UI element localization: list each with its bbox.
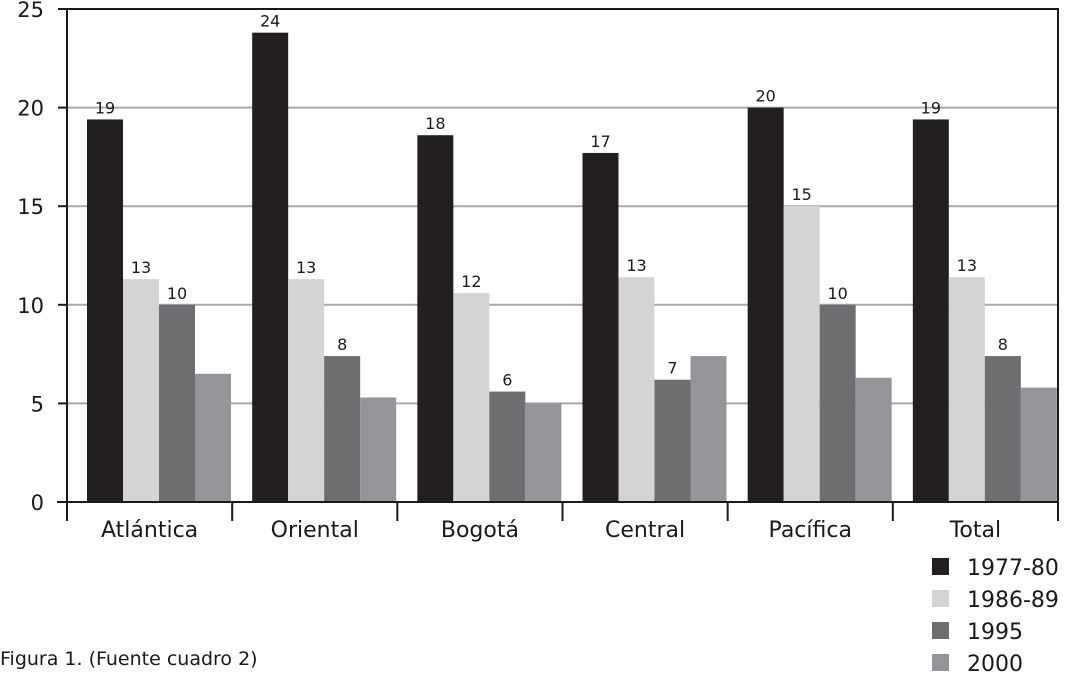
bar-1995-Pacífica: [819, 304, 856, 502]
bar-1977-80-Oriental: [252, 32, 289, 502]
data-label: 13: [957, 256, 977, 275]
data-label: 12: [461, 272, 481, 291]
legend-swatch: [932, 622, 949, 639]
x-category-label: Total: [949, 518, 1001, 543]
bar-1995-Central: [654, 379, 691, 502]
y-tick-label: 25: [17, 0, 44, 22]
data-label: 15: [791, 185, 811, 204]
legend-swatch: [932, 558, 949, 575]
data-label: 17: [590, 132, 610, 151]
x-category-label: Central: [605, 518, 685, 543]
data-label: 19: [921, 98, 941, 117]
data-labels: 19 13 10 24 13 8 18 12 6 17 13 7 20 15 10 19 13 8: [95, 12, 1008, 390]
y-tick-label: 0: [31, 491, 44, 515]
bar-2000-Bogotá: [525, 403, 562, 502]
data-label: 19: [95, 98, 115, 117]
bar-1995-Total: [984, 356, 1021, 502]
bar-1995-Bogotá: [489, 391, 526, 502]
bar-2000-Central: [690, 356, 727, 502]
bar-1986-89-Atlántica: [123, 279, 159, 502]
data-label: 13: [626, 256, 646, 275]
y-tick-label: 15: [17, 195, 44, 219]
legend-label: 2000: [967, 652, 1023, 677]
x-category-label: Pacífica: [769, 518, 852, 543]
bar-2000-Total: [1020, 387, 1057, 502]
figure-caption: Figura 1. (Fuente cuadro 2): [0, 648, 258, 670]
data-label: 20: [755, 87, 775, 106]
bar-1986-89-Oriental: [288, 279, 325, 502]
legend-label: 1995: [967, 620, 1023, 645]
bar-1977-80-Atlántica: [87, 119, 123, 502]
legend-label: 1986-89: [967, 588, 1059, 613]
data-label: 13: [131, 258, 151, 277]
data-label: 7: [667, 359, 677, 378]
x-category-label: Oriental: [271, 518, 359, 543]
legend-swatch: [932, 590, 949, 607]
bar-1986-89-Bogotá: [453, 292, 490, 502]
bar-1977-80-Total: [912, 119, 949, 502]
bar-1986-89-Pacífica: [783, 206, 820, 502]
legend-swatch: [932, 654, 949, 671]
y-tick-label: 10: [17, 294, 44, 318]
bar-1986-89-Central: [618, 277, 655, 502]
bar-1986-89-Total: [948, 277, 985, 502]
y-tick-label: 5: [31, 392, 44, 416]
bar-1995-Oriental: [324, 356, 361, 502]
bar-2000-Pacífica: [855, 377, 892, 502]
bar-2000-Oriental: [360, 397, 397, 502]
data-label: 8: [337, 335, 347, 354]
data-label: 13: [296, 258, 316, 277]
legend-label: 1977-80: [967, 556, 1059, 581]
data-label: 6: [502, 371, 512, 390]
x-category-label: Bogotá: [441, 518, 519, 543]
bar-1995-Atlántica: [159, 304, 195, 502]
data-label: 10: [167, 284, 187, 303]
bars: [87, 32, 1057, 502]
bar-1977-80-Pacífica: [747, 107, 784, 502]
bar-1977-80-Bogotá: [417, 135, 454, 502]
legend: 1977-80 1986-89 1995 2000: [932, 556, 1059, 677]
data-label: 24: [260, 12, 280, 31]
bar-1977-80-Central: [582, 152, 619, 502]
x-category-label: Atlántica: [101, 518, 198, 543]
bar-2000-Atlántica: [195, 373, 231, 502]
data-label: 18: [425, 114, 445, 133]
plot-frame: [66, 8, 1059, 502]
axes: 0 5 10 15 20 25 Atlántica Oriental Bogotá Central…: [17, 0, 1059, 543]
y-tick-label: 20: [17, 97, 44, 121]
data-label: 8: [998, 335, 1008, 354]
gridlines: [67, 106, 1058, 405]
data-label: 10: [827, 284, 847, 303]
